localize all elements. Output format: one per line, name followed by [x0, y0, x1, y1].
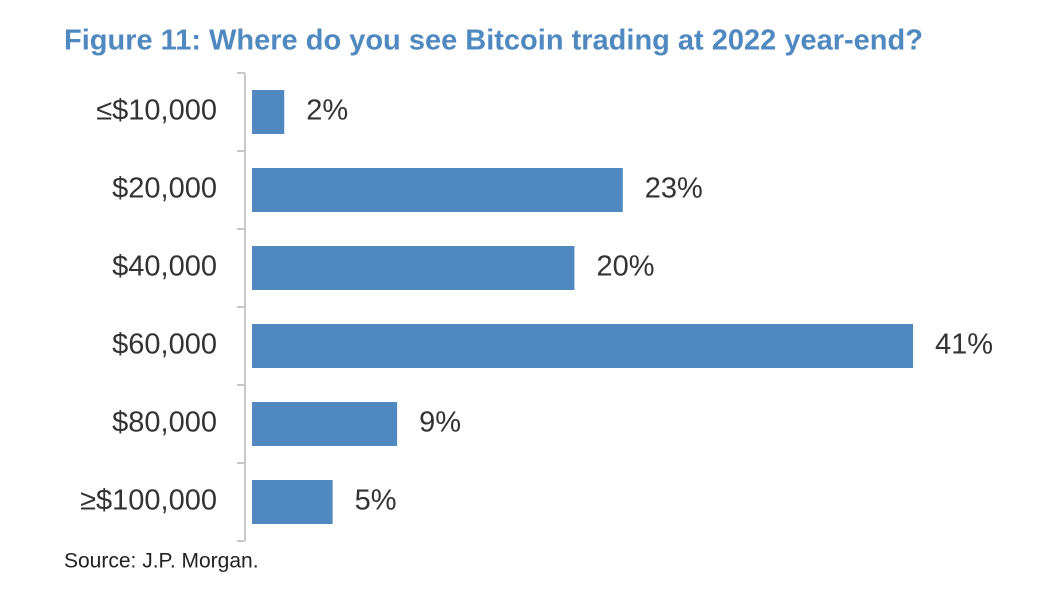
- category-label: $40,000: [112, 251, 217, 283]
- category-label: ≤$10,000: [96, 95, 217, 127]
- bar: [252, 90, 285, 134]
- data-label: 9%: [419, 407, 461, 439]
- data-label: 20%: [596, 251, 654, 283]
- category-label: $80,000: [112, 407, 217, 439]
- bar: [252, 168, 623, 212]
- data-label: 2%: [306, 95, 348, 127]
- bar: [252, 324, 913, 368]
- category-label: $60,000: [112, 329, 217, 361]
- source-note: Source: J.P. Morgan.: [64, 550, 259, 573]
- bar: [252, 402, 398, 446]
- data-label: 5%: [355, 485, 397, 517]
- bar: [252, 480, 333, 524]
- data-label: 41%: [935, 329, 993, 361]
- category-label: ≥$100,000: [80, 485, 217, 517]
- category-label: $20,000: [112, 173, 217, 205]
- data-label: 23%: [645, 173, 703, 205]
- bar: [252, 246, 575, 290]
- chart-title: Figure 11: Where do you see Bitcoin trad…: [64, 25, 923, 57]
